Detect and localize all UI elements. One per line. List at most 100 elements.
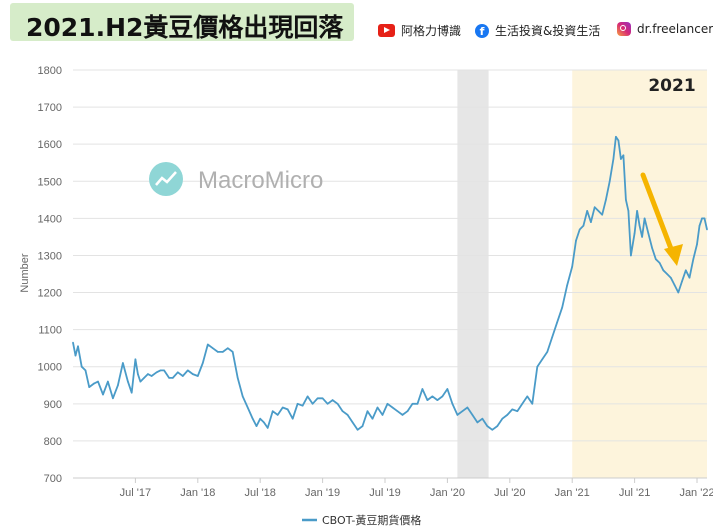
data-point bbox=[150, 375, 153, 377]
y-tick-label: 1200 bbox=[38, 288, 62, 300]
data-point bbox=[622, 154, 625, 157]
y-tick-label: 1700 bbox=[38, 102, 62, 114]
social-youtube[interactable]: 阿格力博識 bbox=[378, 22, 461, 39]
data-point bbox=[578, 228, 581, 231]
data-point bbox=[571, 265, 573, 268]
y-tick-label: 1000 bbox=[38, 362, 62, 374]
data-point bbox=[608, 180, 611, 183]
data-point bbox=[673, 284, 676, 286]
data-point bbox=[276, 414, 279, 416]
data-point bbox=[651, 247, 653, 249]
data-point bbox=[381, 414, 384, 416]
data-point bbox=[177, 371, 179, 374]
data-point bbox=[601, 213, 603, 216]
y-axis-label: Number bbox=[19, 253, 31, 292]
data-point bbox=[627, 210, 630, 212]
data-point bbox=[662, 269, 665, 272]
data-point bbox=[192, 373, 194, 375]
data-point bbox=[531, 403, 534, 405]
data-point bbox=[311, 403, 314, 405]
data-point bbox=[506, 414, 509, 416]
data-point bbox=[511, 408, 514, 411]
data-point bbox=[620, 158, 622, 160]
x-tick-label: Jul '17 bbox=[120, 487, 151, 499]
data-point bbox=[612, 158, 615, 160]
data-point bbox=[630, 254, 632, 257]
data-point bbox=[77, 345, 79, 348]
watermark-logo-mark bbox=[155, 171, 177, 186]
youtube-icon bbox=[378, 24, 395, 37]
data-point bbox=[117, 384, 119, 387]
y-tick-label: 1100 bbox=[38, 325, 62, 337]
data-point bbox=[526, 395, 529, 398]
social-facebook[interactable]: f 生活投資&投資生活 bbox=[475, 22, 600, 39]
data-point bbox=[516, 410, 519, 413]
data-point bbox=[406, 410, 409, 413]
data-point bbox=[197, 375, 199, 377]
data-point bbox=[466, 406, 469, 409]
data-point bbox=[501, 417, 504, 420]
data-point bbox=[681, 280, 683, 283]
data-point bbox=[222, 351, 224, 353]
x-tick-label: Jul '19 bbox=[369, 487, 400, 499]
x-tick-label: Jul '18 bbox=[244, 487, 275, 499]
data-point bbox=[88, 386, 90, 388]
page-title: 2021.H2黃豆價格出現回落 bbox=[26, 13, 344, 42]
data-point bbox=[666, 273, 668, 275]
data-point bbox=[321, 397, 324, 400]
arrow-shaft bbox=[640, 172, 676, 257]
y-tick-label: 700 bbox=[44, 473, 62, 485]
legend[interactable]: CBOT-黃豆期貨價格 bbox=[302, 513, 421, 527]
data-point bbox=[617, 139, 620, 142]
x-tick-label: Jul '20 bbox=[494, 487, 525, 499]
watermark: MacroMicro bbox=[149, 162, 323, 196]
chart-bands bbox=[457, 70, 707, 478]
data-point bbox=[706, 228, 708, 231]
data-point bbox=[481, 417, 484, 420]
data-point bbox=[551, 336, 553, 338]
data-point bbox=[84, 369, 87, 372]
data-point bbox=[521, 403, 524, 405]
trend-arrow bbox=[640, 172, 683, 266]
data-point bbox=[107, 380, 109, 383]
data-point bbox=[246, 406, 249, 409]
data-point bbox=[168, 377, 170, 379]
data-point bbox=[139, 380, 142, 383]
y-tick-label: 1600 bbox=[38, 139, 62, 151]
data-point bbox=[331, 399, 334, 401]
x-tick-label: Jan '22 bbox=[679, 487, 713, 499]
data-point bbox=[296, 403, 299, 405]
data-point bbox=[541, 358, 544, 361]
data-point bbox=[163, 369, 165, 372]
y-tick-label: 900 bbox=[44, 399, 62, 411]
data-point bbox=[217, 351, 219, 353]
data-point bbox=[471, 414, 474, 416]
data-point bbox=[590, 221, 592, 223]
data-point bbox=[451, 403, 454, 405]
data-point bbox=[306, 395, 309, 398]
data-point bbox=[137, 373, 139, 375]
highlight-year-label: 2021 bbox=[648, 76, 695, 96]
data-point bbox=[241, 395, 244, 398]
data-point bbox=[491, 429, 494, 431]
y-tick-label: 1400 bbox=[38, 213, 62, 225]
data-point bbox=[411, 403, 414, 405]
title-banner: 2021.H2黃豆價格出現回落 bbox=[10, 3, 354, 42]
data-point bbox=[112, 397, 114, 400]
series-points bbox=[72, 136, 708, 431]
data-point bbox=[575, 239, 577, 242]
x-tick-label: Jan '20 bbox=[430, 487, 465, 499]
legend-label: CBOT-黃豆期貨價格 bbox=[322, 513, 421, 527]
data-point bbox=[633, 232, 636, 234]
data-point bbox=[386, 403, 389, 405]
data-point bbox=[376, 406, 379, 409]
data-point bbox=[143, 377, 145, 379]
data-point bbox=[281, 406, 284, 409]
social-instagram[interactable]: dr.freelancer bbox=[617, 22, 713, 36]
data-point bbox=[421, 388, 424, 390]
y-axis: 700 800 900 1000 1100 1200 1300 1400 1500 1600 170… bbox=[38, 65, 62, 485]
y-tick-label: 1300 bbox=[38, 250, 62, 262]
data-point bbox=[396, 410, 399, 413]
data-point bbox=[647, 232, 650, 234]
